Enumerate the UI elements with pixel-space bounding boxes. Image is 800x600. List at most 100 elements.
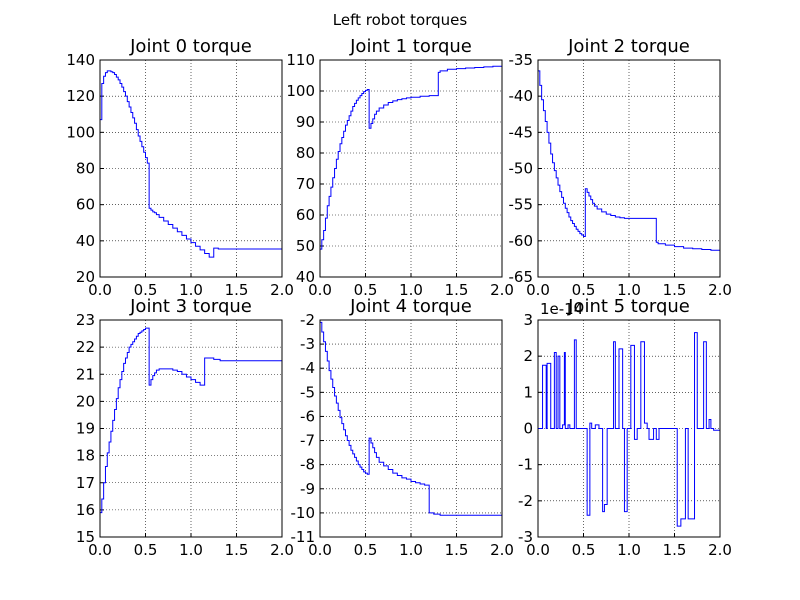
y-tick-label: 21 xyxy=(76,365,95,383)
y-tick-label: 50 xyxy=(296,237,315,255)
y-tick-label: -3 xyxy=(300,335,315,353)
y-tick-label: -55 xyxy=(509,196,534,214)
x-tick-label: 0.5 xyxy=(354,281,378,299)
y-tick-label: 23 xyxy=(76,311,95,329)
y-tick-label: -35 xyxy=(509,51,534,69)
y-tick-label: 20 xyxy=(76,268,95,286)
subplot-title: Joint 3 torque xyxy=(129,296,252,317)
series-line xyxy=(320,321,502,516)
y-tick-label: -3 xyxy=(518,528,533,546)
y-tick-label: 20 xyxy=(76,392,95,410)
y-tick-label: -8 xyxy=(300,456,315,474)
x-tick-label: 0.0 xyxy=(88,281,112,299)
series-line xyxy=(538,332,720,527)
x-tick-label: 0.5 xyxy=(572,541,596,559)
series-line xyxy=(100,327,282,514)
figure-title: Left robot torques xyxy=(333,11,468,29)
x-tick-label: 0.0 xyxy=(526,541,550,559)
y-tick-label: 100 xyxy=(286,82,315,100)
series-line xyxy=(538,70,720,251)
subplot-title: Joint 2 torque xyxy=(567,36,690,57)
subplot-joint-0: 0.0 0.5 1.0 1.5 2.0 20 40 60 80 100 120 140 Joint 0 … xyxy=(66,36,294,299)
plot-frame xyxy=(99,59,283,278)
x-tick-label: 1.0 xyxy=(617,281,641,299)
y-tick-label: 120 xyxy=(66,87,95,105)
x-tick-label: 2.0 xyxy=(270,281,294,299)
y-tick-label: 60 xyxy=(76,196,95,214)
subplot-joint-5: 0.0 0.5 1.0 1.5 2.0 -3 -2 -1 0 1 2 3 Joint 5 torque1… xyxy=(518,296,732,559)
y-tick-label: 70 xyxy=(296,175,315,193)
y-tick-label: 110 xyxy=(286,51,315,69)
y-tick-label: 16 xyxy=(76,501,95,519)
y-tick-label: 18 xyxy=(76,447,95,465)
y-tick-label: 15 xyxy=(76,528,95,546)
y-tick-label: 80 xyxy=(296,144,315,162)
y-tick-label: -4 xyxy=(300,359,315,377)
x-tick-label: 1.5 xyxy=(445,281,469,299)
y-tick-label: -2 xyxy=(300,311,315,329)
x-tick-label: 0.5 xyxy=(134,541,158,559)
y-tick-label: -2 xyxy=(518,492,533,510)
x-tick-label: 0.0 xyxy=(308,281,332,299)
x-tick-label: 1.0 xyxy=(179,281,203,299)
subplot-title: Joint 4 torque xyxy=(349,296,472,317)
x-tick-label: 1.5 xyxy=(225,281,249,299)
y-tick-label: 40 xyxy=(76,232,95,250)
y-tick-label: -40 xyxy=(509,87,534,105)
x-tick-label: 1.0 xyxy=(617,541,641,559)
subplot-joint-1: 0.0 0.5 1.0 1.5 2.0 40 50 60 70 80 90 100 110 Joint 1… xyxy=(286,36,514,299)
x-tick-label: 2.0 xyxy=(490,541,514,559)
x-tick-label: 0.5 xyxy=(354,541,378,559)
y-tick-label: 90 xyxy=(296,113,315,131)
subplot-joint-2: 0.0 0.5 1.0 1.5 2.0 -65 -60 -55 -50 -45 -40 -35 Join… xyxy=(509,36,732,299)
y-tick-label: -6 xyxy=(300,407,315,425)
y-tick-label: -45 xyxy=(509,123,534,141)
x-tick-label: 1.5 xyxy=(663,541,687,559)
y-tick-label: 60 xyxy=(296,206,315,224)
subplot-title: Joint 5 torque xyxy=(567,296,690,317)
y-tick-label: 19 xyxy=(76,420,95,438)
x-tick-label: 2.0 xyxy=(490,281,514,299)
y-tick-label: -50 xyxy=(509,160,534,178)
plot-frame xyxy=(99,319,283,538)
y-tick-label: 80 xyxy=(76,160,95,178)
y-tick-label: 100 xyxy=(66,123,95,141)
x-tick-label: 0.5 xyxy=(134,281,158,299)
y-tick-label: 22 xyxy=(76,338,95,356)
subplot-joint-3: 0.0 0.5 1.0 1.5 2.0 15 16 17 18 19 20 21 22 23 Joint 3… xyxy=(76,296,294,559)
y-tick-label: -60 xyxy=(509,232,534,250)
y-tick-label: -65 xyxy=(509,268,534,286)
subplot-joint-4: 0.0 0.5 1.0 1.5 2.0 -11 -10 -9 -8 -7 -6 -5 -4 -3 -2 Joi… xyxy=(291,296,514,559)
y-tick-label: -11 xyxy=(291,528,316,546)
plot-frame xyxy=(319,319,503,538)
y-tick-label: 140 xyxy=(66,51,95,69)
y-tick-label: -9 xyxy=(300,480,315,498)
plot-frame xyxy=(319,59,503,278)
plot-frame xyxy=(537,59,721,278)
axis-offset-text: 1e-14 xyxy=(540,300,583,318)
subplot-title: Joint 1 torque xyxy=(349,36,472,57)
y-tick-label: 3 xyxy=(523,311,533,329)
x-tick-label: 1.0 xyxy=(399,281,423,299)
x-tick-label: 0.0 xyxy=(526,281,550,299)
y-tick-label: 17 xyxy=(76,474,95,492)
subplot-title: Joint 0 torque xyxy=(129,36,252,57)
x-tick-label: 0.0 xyxy=(308,541,332,559)
y-tick-label: 2 xyxy=(523,347,533,365)
x-tick-label: 2.0 xyxy=(708,541,732,559)
x-tick-label: 2.0 xyxy=(270,541,294,559)
series-line xyxy=(320,65,502,250)
y-tick-label: -10 xyxy=(291,504,316,522)
series-line xyxy=(100,70,282,258)
y-tick-label: 1 xyxy=(523,383,533,401)
x-tick-label: 1.0 xyxy=(399,541,423,559)
x-tick-label: 0.0 xyxy=(88,541,112,559)
x-tick-label: 1.0 xyxy=(179,541,203,559)
y-tick-label: -5 xyxy=(300,383,315,401)
y-tick-label: -7 xyxy=(300,432,315,450)
y-tick-label: 0 xyxy=(523,420,533,438)
x-tick-label: 1.5 xyxy=(663,281,687,299)
plot-frame xyxy=(537,319,721,538)
